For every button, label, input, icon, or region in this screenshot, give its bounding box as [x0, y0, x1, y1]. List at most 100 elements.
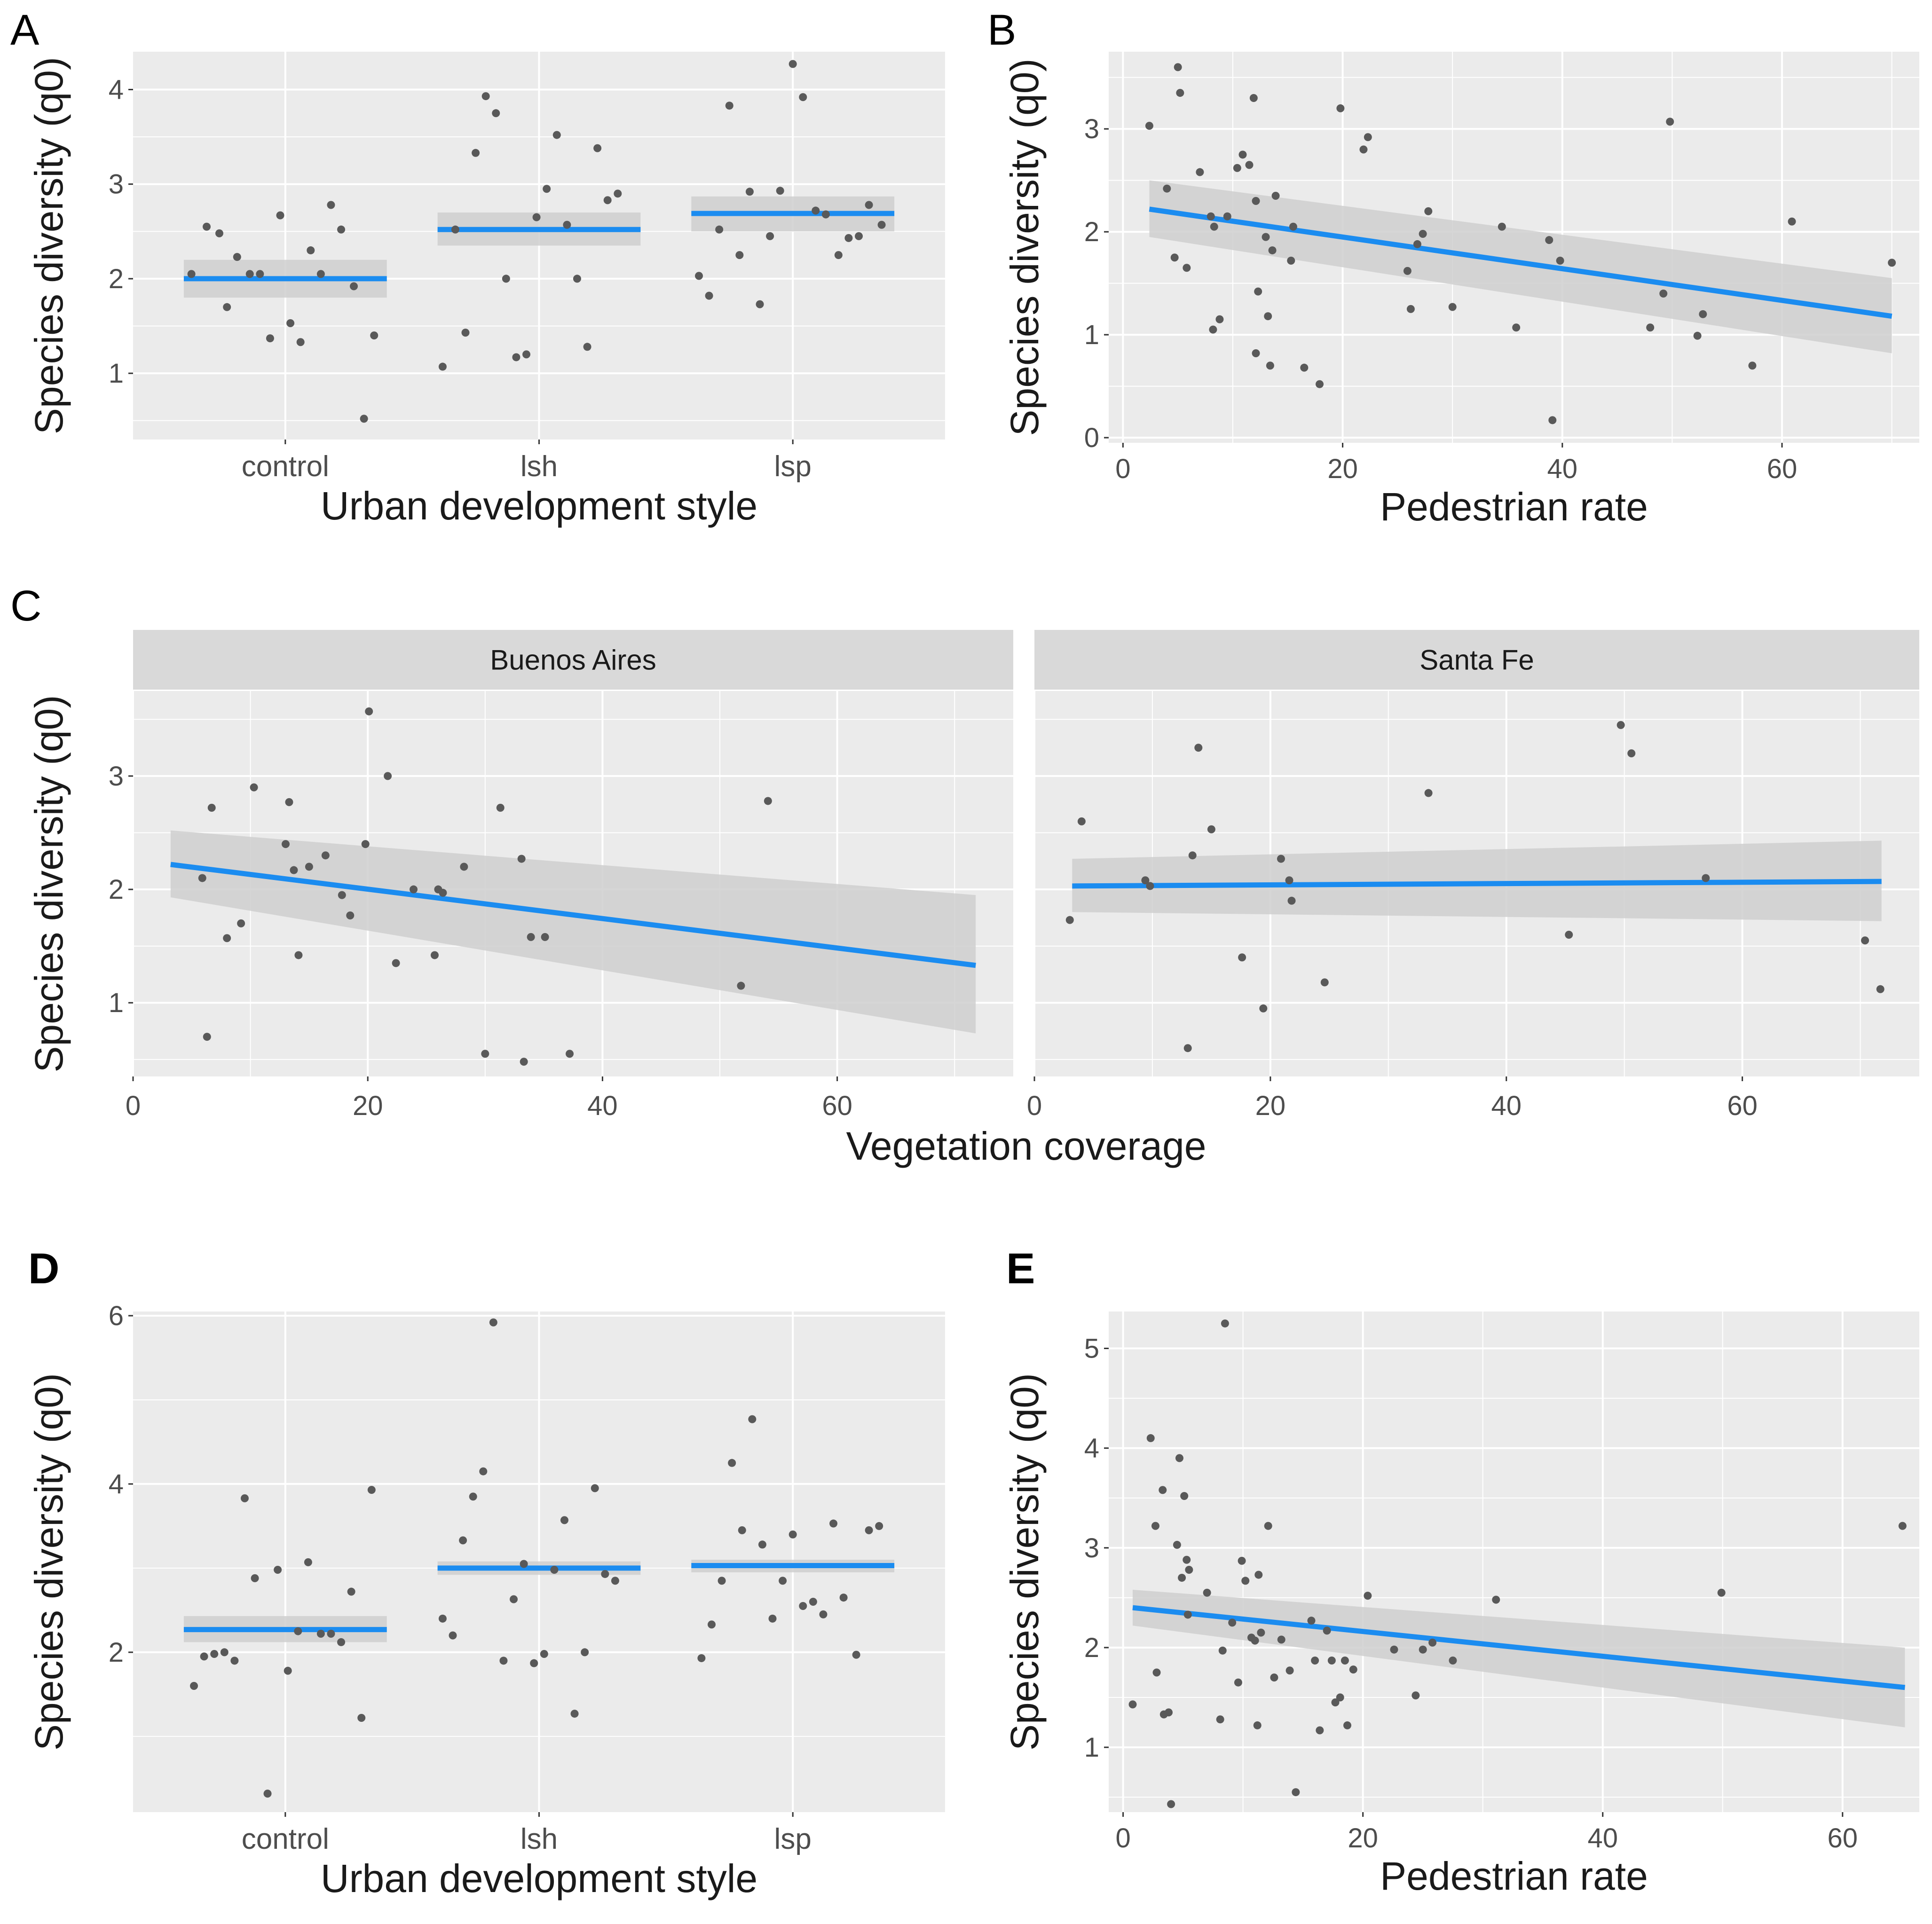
data-point [392, 959, 400, 967]
data-point [728, 1459, 736, 1467]
x-category-label: lsh [520, 450, 558, 483]
y-tick-label: 3 [1084, 114, 1099, 144]
data-point [1788, 217, 1796, 226]
data-point [748, 1415, 757, 1423]
data-point [1183, 264, 1191, 272]
data-point [611, 1577, 619, 1585]
data-point [1264, 312, 1272, 321]
data-point [1277, 855, 1285, 863]
data-point [215, 229, 223, 237]
data-point [1183, 1555, 1191, 1564]
x-tick-label: 20 [353, 1091, 383, 1121]
data-point [1215, 315, 1224, 323]
data-point [230, 1657, 239, 1665]
data-point [451, 225, 459, 234]
data-point [1174, 63, 1182, 71]
data-point [591, 1484, 599, 1492]
data-point [430, 951, 439, 959]
data-point [469, 1492, 477, 1501]
data-point [745, 188, 754, 196]
data-point [1210, 222, 1218, 231]
data-point [1234, 1678, 1242, 1687]
data-point [738, 1526, 746, 1534]
data-point [821, 210, 830, 219]
y-tick-label: 2 [1084, 1633, 1099, 1663]
data-point [1252, 349, 1260, 358]
data-point [543, 185, 551, 193]
data-point [1512, 323, 1521, 332]
data-point [799, 1602, 807, 1610]
data-point [294, 1627, 302, 1635]
data-point [1412, 1691, 1420, 1700]
data-point [281, 840, 290, 848]
data-point [438, 362, 447, 371]
panel-b: 0 1 2 3 Species diversity (q0) 0 20 40 60 Pedestr… [1002, 52, 1919, 529]
data-point [1498, 222, 1506, 231]
data-point [1556, 256, 1564, 265]
data-point [1285, 1666, 1294, 1675]
data-point [532, 213, 541, 221]
confidence-band [170, 830, 976, 1034]
data-point [304, 1558, 312, 1566]
x-category-label: lsp [774, 1823, 812, 1855]
data-point [347, 1587, 355, 1596]
data-point [276, 211, 284, 220]
data-point [1238, 1556, 1246, 1565]
data-point [1331, 1698, 1340, 1707]
data-point [695, 272, 703, 280]
data-point [522, 350, 531, 359]
data-point [1311, 1657, 1319, 1665]
y-tick-label: 3 [109, 169, 124, 200]
x-tick-label: 0 [1115, 454, 1130, 484]
data-point [1292, 1788, 1300, 1797]
panel-a: 1 2 3 4 Species diversity (q0) control lsh lsp U… [27, 52, 945, 528]
data-point [715, 225, 724, 234]
data-point [337, 225, 346, 234]
data-point [1194, 744, 1203, 752]
data-point [1163, 184, 1171, 193]
data-point [1228, 1618, 1237, 1627]
x-tick-label: 20 [1327, 454, 1358, 484]
data-point [809, 1598, 817, 1606]
data-point [1336, 104, 1345, 112]
y-tick-label: 1 [109, 988, 124, 1018]
data-point [852, 1650, 860, 1659]
data-point [1183, 1044, 1192, 1052]
panel-tags: A B C D E [10, 6, 1035, 1293]
data-point [250, 783, 258, 792]
data-point [1323, 1626, 1331, 1635]
data-point [520, 1560, 528, 1568]
data-point [1406, 305, 1415, 313]
data-point [1251, 1636, 1259, 1645]
data-point [776, 187, 784, 195]
panel-tag: E [1006, 1245, 1035, 1293]
data-point [1223, 212, 1231, 220]
data-point [756, 300, 764, 308]
y-tick-label: 6 [109, 1301, 124, 1331]
data-point [1403, 267, 1412, 275]
data-point [439, 888, 447, 897]
data-point [1077, 817, 1086, 825]
x-axis-label: Vegetation coverage [846, 1124, 1207, 1168]
data-point [367, 1485, 376, 1494]
data-point [552, 131, 561, 139]
data-point [877, 220, 886, 229]
x-tick-label: 60 [1727, 1091, 1758, 1121]
data-point [203, 222, 211, 231]
data-point [263, 1790, 272, 1798]
fit-line [1072, 879, 1882, 889]
facet-strip-label: Buenos Aires [490, 644, 656, 676]
data-point [1207, 212, 1215, 220]
data-point [207, 803, 216, 812]
data-point [1390, 1645, 1398, 1654]
data-point [812, 206, 820, 215]
data-point [1203, 1588, 1211, 1597]
data-point [1277, 1635, 1285, 1644]
data-point [614, 189, 622, 198]
data-point [758, 1540, 766, 1549]
data-point [1316, 380, 1324, 388]
data-point [203, 1033, 211, 1041]
fit-line [1132, 1605, 1905, 1690]
data-point [240, 1494, 249, 1502]
data-point [1565, 931, 1573, 939]
